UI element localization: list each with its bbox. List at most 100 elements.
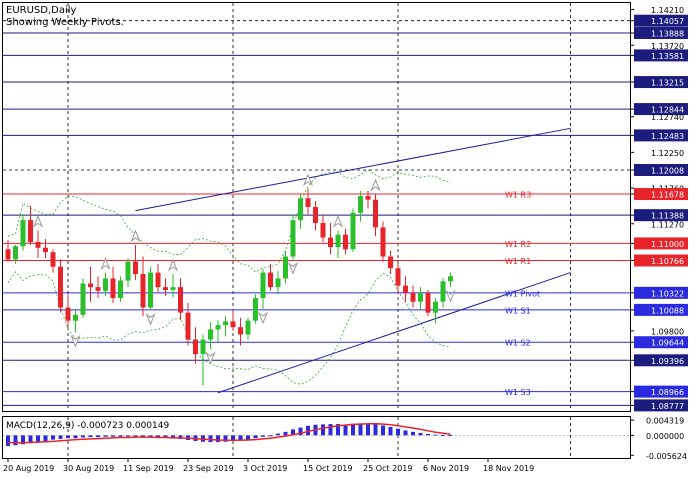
candle-body [313,207,318,224]
candle-body [395,268,401,286]
time-axis-label: 18 Nov 2019 [483,464,534,473]
candle-body [328,237,333,248]
macd-histogram-bar [366,423,370,436]
macd-histogram-bar [426,433,430,436]
macd-histogram-bar [133,435,138,437]
price-label-highlight [634,163,688,176]
fractal-up-icon [32,214,44,228]
time-axis-label: 25 Oct 2019 [363,464,412,473]
candle-body [58,266,63,308]
candle-body [125,261,131,281]
macd-histogram-bar [21,435,25,445]
macd-histogram-bar [403,430,408,436]
price-label-highlight [634,129,688,142]
macd-histogram-bar [351,423,355,436]
candle-body [388,256,393,269]
candle-body [73,314,78,321]
candle-body [170,287,176,291]
macd-histogram-bar [358,423,363,436]
candle-body [80,283,86,315]
price-axis-label: 1.13888 [651,30,684,39]
fractal-up-icon [332,214,344,228]
price-axis-label: 1.14210 [651,6,684,15]
fractal-up-icon [167,258,179,272]
macd-histogram-bar [298,427,303,436]
resistance-level-label: W1 R1 [505,257,531,266]
price-label-highlight [634,237,688,250]
macd-histogram-bar [58,435,63,439]
price-label-highlight [634,354,688,367]
price-axis-label: 1.09396 [651,357,684,366]
candle-body [133,261,138,275]
time-axis[interactable]: 20 Aug 2019 30 Aug 2019 11 Sep 2019 23 Sep … [3,459,534,473]
candle-body [140,274,146,308]
macd-histogram-bar [28,435,33,444]
macd-histogram-bar [411,431,415,436]
price-label-highlight [634,27,688,40]
candle-body [260,272,266,299]
candle-body [163,287,168,291]
macd-indicator: 0.004319 0.000000 -0.005624 [3,417,687,461]
price-axis-label: 1.13581 [651,52,684,61]
price-axis-label: 1.08777 [651,402,684,411]
candle-body [245,320,251,335]
candle-body [350,212,356,250]
candle-body [118,280,123,299]
pivot-level-labels: W1 R3 W1 R2 W1 R1 W1 Pivot W1 S1 W1 S2 W1 S3 [505,191,540,398]
chart-subtitle: Showing Weekly Pivots. [6,17,124,28]
time-axis-label: 11 Sep 2019 [123,464,174,473]
macd-histogram-bar [141,435,145,438]
macd-histogram-bar [291,429,295,436]
candle-body [380,227,386,257]
price-axis-label: 1.11000 [651,240,684,249]
candle-body [335,234,341,248]
price-axis-label: 1.10322 [651,289,684,298]
macd-signal-line [7,422,451,444]
candle-body [290,220,296,257]
candle-body [433,301,438,313]
macd-histogram-bar [418,432,423,436]
macd-histogram-bar [261,435,265,437]
support-level-label: W1 S2 [505,339,531,348]
candle-body [185,312,191,340]
price-axis-label: 1.08966 [651,388,684,397]
macd-histogram-bar [246,435,250,440]
price-axis-label: 1.12008 [651,166,684,175]
candle-body [215,325,221,330]
macd-histogram-bar [6,435,10,446]
price-label-highlight [634,336,688,349]
macd-histogram-bar [73,435,78,439]
price-label-highlight [634,188,688,201]
candle-body [5,249,11,260]
support-level-label: W1 Pivot [505,289,540,298]
fractal-down-icon [145,312,156,326]
macd-histogram-bar [103,435,108,437]
trend-channel [135,127,571,394]
price-axis-label: 1.12740 [651,113,684,122]
candle-body [200,339,206,355]
resistance-level-label: W1 R3 [505,191,531,200]
candle-body [103,278,108,291]
envelope-bands [7,169,451,385]
candle-body [35,241,41,248]
channel-lower-line [217,272,571,394]
pivot-level-lines [3,32,630,406]
candle-body [43,247,48,253]
candle-body [275,278,281,288]
macd-histogram-bar [283,431,288,436]
fractal-up-icon [370,178,381,192]
price-axis-label: 1.10088 [651,306,684,315]
fractal-down-icon [287,261,299,275]
candle-body [410,292,416,302]
macd-histogram-bar [36,435,40,442]
candle-body [448,276,453,282]
fractal-down-icon [445,289,456,303]
macd-histogram-bar [118,435,123,437]
candle-body [13,246,18,260]
price-axis-label: 1.10766 [651,257,684,266]
price-label-highlight [634,254,688,267]
fractal-down-icon [70,334,81,348]
fractal-up-icon [130,229,141,243]
